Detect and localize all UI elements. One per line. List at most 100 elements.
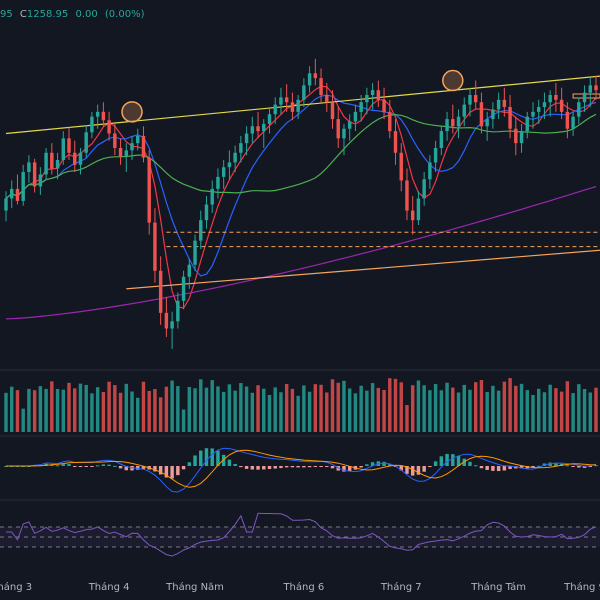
- volume-bar: [176, 386, 180, 432]
- x-axis-tick-label: Tháng Năm: [165, 581, 224, 593]
- candle-body: [38, 174, 43, 187]
- macd-histogram-bar: [422, 466, 426, 472]
- volume-bar: [451, 387, 455, 432]
- volume-bar: [279, 392, 283, 432]
- candle-body: [130, 143, 134, 151]
- candle-body: [307, 73, 312, 86]
- volume-bar: [38, 386, 43, 432]
- macd-histogram-bar: [199, 450, 203, 466]
- volume-bar: [15, 390, 20, 432]
- volume-bar: [462, 384, 466, 432]
- volume-bar: [204, 387, 209, 432]
- candle-body: [496, 99, 501, 110]
- candle-body: [244, 133, 249, 144]
- candle-body: [473, 95, 478, 103]
- macd-histogram-bar: [50, 464, 54, 466]
- candle-body: [336, 119, 340, 139]
- volume-bar: [531, 394, 535, 432]
- macd-histogram-bar: [519, 466, 524, 469]
- candle-body: [502, 99, 507, 108]
- candle-body: [107, 120, 111, 134]
- volume-bar: [456, 392, 461, 432]
- candle-body: [61, 138, 65, 160]
- volume-bar: [485, 391, 489, 432]
- volume-bar: [256, 385, 260, 432]
- candle-body: [187, 264, 192, 277]
- candle-body: [55, 160, 60, 169]
- ohlc-open-tail: 95: [0, 9, 13, 20]
- rsi-line: [6, 512, 597, 557]
- volume-bar: [44, 388, 48, 432]
- candle-body: [10, 188, 14, 199]
- volume-bar: [61, 389, 65, 432]
- volume-bar: [4, 392, 8, 432]
- ohlc-change: 0.00: [75, 9, 98, 20]
- volume-bar: [537, 388, 541, 432]
- volume-bar: [55, 389, 60, 432]
- volume-bar: [433, 384, 438, 432]
- volume-bar: [90, 393, 94, 432]
- volume-bar: [50, 381, 54, 432]
- moving-average-line: [5, 94, 597, 277]
- volume-bar: [325, 392, 329, 432]
- candle-body: [382, 99, 386, 112]
- macd-histogram-bar: [405, 466, 409, 474]
- candle-body: [445, 119, 449, 132]
- macd-histogram-bar: [307, 466, 312, 468]
- candle-body: [548, 95, 552, 103]
- macd-histogram-bar: [101, 464, 106, 466]
- candle-body: [4, 198, 8, 211]
- candle-body: [256, 126, 260, 132]
- candle-body: [15, 188, 20, 201]
- candle-body: [239, 143, 243, 153]
- candle-body: [273, 104, 277, 115]
- candle-body: [158, 270, 163, 313]
- candle-body: [519, 131, 524, 144]
- macd-histogram-bar: [502, 466, 507, 471]
- volume-bar: [410, 385, 415, 432]
- volume-bar: [519, 383, 524, 432]
- volume-bar: [582, 389, 587, 432]
- macd-histogram-bar: [170, 466, 174, 479]
- volume-bar: [187, 386, 192, 432]
- candle-body: [342, 128, 346, 139]
- ohlc-legend: 95 C1258.95 0.00 (0.00%): [0, 9, 148, 21]
- volume-bar: [136, 397, 140, 432]
- candle-body: [78, 152, 83, 165]
- macd-histogram-bar: [124, 466, 129, 471]
- macd-signal-line: [6, 449, 597, 488]
- candle-body: [531, 111, 535, 117]
- macd-histogram-bar: [210, 448, 214, 466]
- candle-body: [113, 133, 117, 148]
- macd-histogram-bar: [594, 465, 598, 467]
- volume-bar: [27, 388, 31, 432]
- volume-bar: [158, 397, 163, 432]
- volume-bar: [353, 393, 358, 432]
- volume-bar: [319, 384, 323, 432]
- macd-histogram-bar: [55, 465, 60, 467]
- macd-histogram-bar: [577, 466, 581, 468]
- candle-body: [393, 131, 398, 153]
- candle-body: [67, 138, 71, 153]
- volume-bar: [210, 380, 214, 432]
- candle-body: [462, 104, 466, 117]
- volume-bar: [216, 386, 220, 432]
- macd-histogram-bar: [496, 466, 501, 472]
- macd-histogram-bar: [107, 464, 111, 466]
- macd-line: [6, 447, 597, 493]
- volume-bar: [32, 390, 37, 432]
- macd-histogram-bar: [216, 450, 220, 466]
- macd-histogram-bar: [302, 466, 306, 468]
- volume-bar: [365, 390, 369, 432]
- macd-histogram-bar: [582, 466, 587, 468]
- candle-body: [227, 162, 232, 168]
- volume-bar: [502, 381, 507, 432]
- macd-histogram-bar: [181, 466, 186, 470]
- macd-histogram-bar: [61, 464, 65, 466]
- candle-body: [210, 188, 214, 205]
- macd-histogram-bar: [244, 466, 249, 469]
- volume-bar: [101, 392, 106, 432]
- candle-body: [176, 300, 180, 322]
- volume-bar: [330, 379, 335, 432]
